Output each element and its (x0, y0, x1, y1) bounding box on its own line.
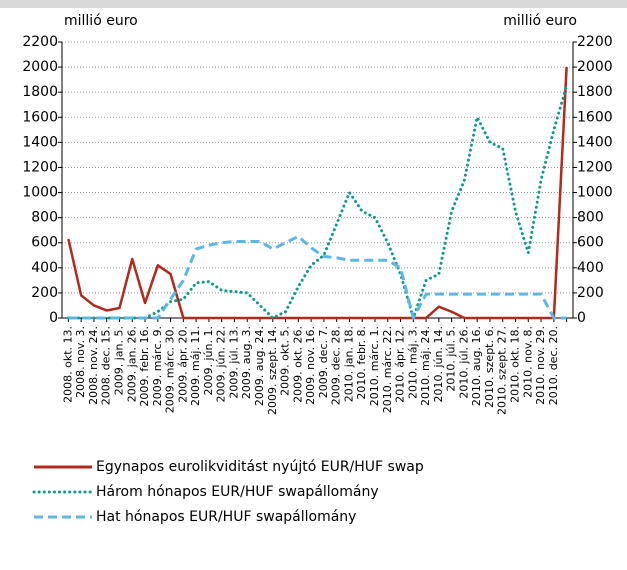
y2-tick-label: 600 (577, 235, 604, 251)
x-tick-label: 2009. febr. 16. (138, 326, 151, 407)
y-tick-label: 2200 (22, 34, 58, 50)
legend-label: Három hónapos EUR/HUF swapállomány (96, 484, 379, 500)
series-line (68, 234, 567, 320)
x-tick-label: 2008. nov. 3. (74, 326, 87, 398)
x-tick-label: 2010. okt. 18. (509, 326, 522, 403)
series-line (66, 84, 569, 320)
y2-tick-label: 200 (577, 285, 604, 301)
x-tick-label: 2010. márc. 1. (368, 326, 381, 406)
y2-tick-label: 2000 (577, 59, 613, 75)
x-tick-label: 2008. okt. 13. (61, 326, 74, 403)
x-tick-label: 2009. jún. 1. (202, 326, 215, 395)
x-tick-label: 2009. jan. 26. (125, 326, 138, 402)
x-tick-label: 2010. ápr. 12. (394, 326, 407, 403)
x-tick-label: 2009. márc. 30. (164, 326, 177, 413)
x-tick-label: 2010. szept. 6. (483, 326, 496, 408)
x-tick-label: 2009. ápr. 20. (176, 326, 189, 403)
x-tick-label: 2009. dec. 7. (317, 326, 330, 398)
y-tick-label: 0 (49, 310, 58, 326)
x-tick-label: 2010. nov. 8. (521, 326, 534, 398)
x-tick-label: 2009. aug. 24. (253, 326, 266, 406)
x-tick-label: 2009. jan. 5. (112, 326, 125, 395)
x-tick-label: 2009. nov. 16. (304, 326, 317, 405)
x-tick-label: 2009. jún. 22. (215, 326, 228, 402)
x-tick-label: 2009. okt. 26. (291, 326, 304, 403)
x-tick-label: 2009. júl. 13. (227, 326, 240, 399)
x-tick-label: 2010. dec. 20. (547, 326, 560, 405)
y2-tick-label: 2200 (577, 34, 613, 50)
x-tick-label: 2009. márc. 9. (151, 326, 164, 406)
x-tick-label: 2010. aug. 16. (470, 326, 483, 406)
x-tick-label: 2009. aug. 3. (240, 326, 253, 399)
y2-tick-label: 1600 (577, 109, 613, 125)
y2-tick-label: 1400 (577, 134, 613, 150)
y-axis-unit: millió euro (64, 13, 138, 29)
x-tick-label: 2010. jan. 18. (342, 326, 355, 402)
x-tick-label: 2009. máj. 11. (189, 326, 202, 406)
x-tick-label: 2010. nov. 29. (534, 326, 547, 405)
x-tick-label: 2009. szept. 14. (266, 326, 279, 415)
x-tick-label: 2010. júl. 26. (457, 326, 470, 399)
y2-tick-label: 800 (577, 210, 604, 226)
y2-tick-label: 1800 (577, 84, 613, 100)
y-tick-label: 200 (31, 285, 58, 301)
y-tick-label: 800 (31, 210, 58, 226)
series-line (67, 67, 568, 320)
y-tick-label: 1600 (22, 109, 58, 125)
x-tick-label: 2009. dec. 28. (330, 326, 343, 405)
y-tick-label: 1800 (22, 84, 58, 100)
y-tick-label: 600 (31, 235, 58, 251)
background (0, 8, 627, 570)
x-tick-label: 2010. szept. 27. (496, 326, 509, 415)
x-tick-label: 2010. júl. 5. (445, 326, 458, 392)
x-tick-label: 2010. máj. 3. (406, 326, 419, 399)
y2-tick-label: 400 (577, 260, 604, 276)
x-tick-label: 2008. dec. 15. (100, 326, 113, 405)
y-tick-label: 1000 (22, 185, 58, 201)
x-tick-label: 2010. febr. 8. (355, 326, 368, 400)
top-band (0, 0, 627, 8)
x-tick-label: 2010. máj. 24. (419, 326, 432, 406)
x-tick-label: 2009. okt. 5. (279, 326, 292, 396)
y-tick-label: 1200 (22, 159, 58, 175)
y2-tick-label: 0 (577, 310, 586, 326)
y2-tick-label: 1200 (577, 159, 613, 175)
x-tick-label: 2008. nov. 24. (87, 326, 100, 405)
y2-axis-unit: millió euro (503, 13, 577, 29)
legend-label: Egynapos eurolikviditást nyújtó EUR/HUF … (96, 459, 424, 475)
legend-label: Hat hónapos EUR/HUF swapállomány (96, 509, 356, 525)
x-tick-label: 2010. jún. 14. (432, 326, 445, 402)
y-tick-label: 2000 (22, 59, 58, 75)
y2-tick-label: 1000 (577, 185, 613, 201)
y-tick-label: 400 (31, 260, 58, 276)
y-tick-label: 1400 (22, 134, 58, 150)
x-tick-label: 2010. márc. 22. (381, 326, 394, 413)
